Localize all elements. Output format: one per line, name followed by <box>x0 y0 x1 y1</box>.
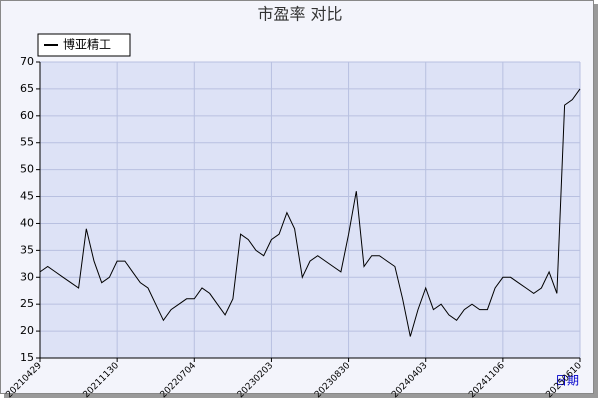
y-tick-label: 20 <box>20 324 34 337</box>
y-tick-label: 25 <box>20 297 34 310</box>
y-tick-label: 35 <box>20 243 34 256</box>
y-tick-label: 70 <box>20 55 34 68</box>
data-line <box>39 88 581 337</box>
legend-label: 博亚精工 <box>63 37 111 52</box>
y-tick-label: 60 <box>20 109 34 122</box>
y-tick-label: 50 <box>20 163 34 176</box>
x-axis-label: 日期 <box>555 374 579 388</box>
legend: 博亚精工 <box>37 33 131 57</box>
y-tick-label: 40 <box>20 216 34 229</box>
y-tick-label: 45 <box>20 190 34 203</box>
y-tick-label: 55 <box>20 136 34 149</box>
plot-area <box>40 62 580 358</box>
y-tick-label: 30 <box>20 270 34 283</box>
legend-box <box>37 33 131 57</box>
chart-title: 市盈率 对比 <box>257 5 342 24</box>
y-tick-label: 65 <box>20 82 34 95</box>
y-tick-label: 15 <box>20 351 34 364</box>
